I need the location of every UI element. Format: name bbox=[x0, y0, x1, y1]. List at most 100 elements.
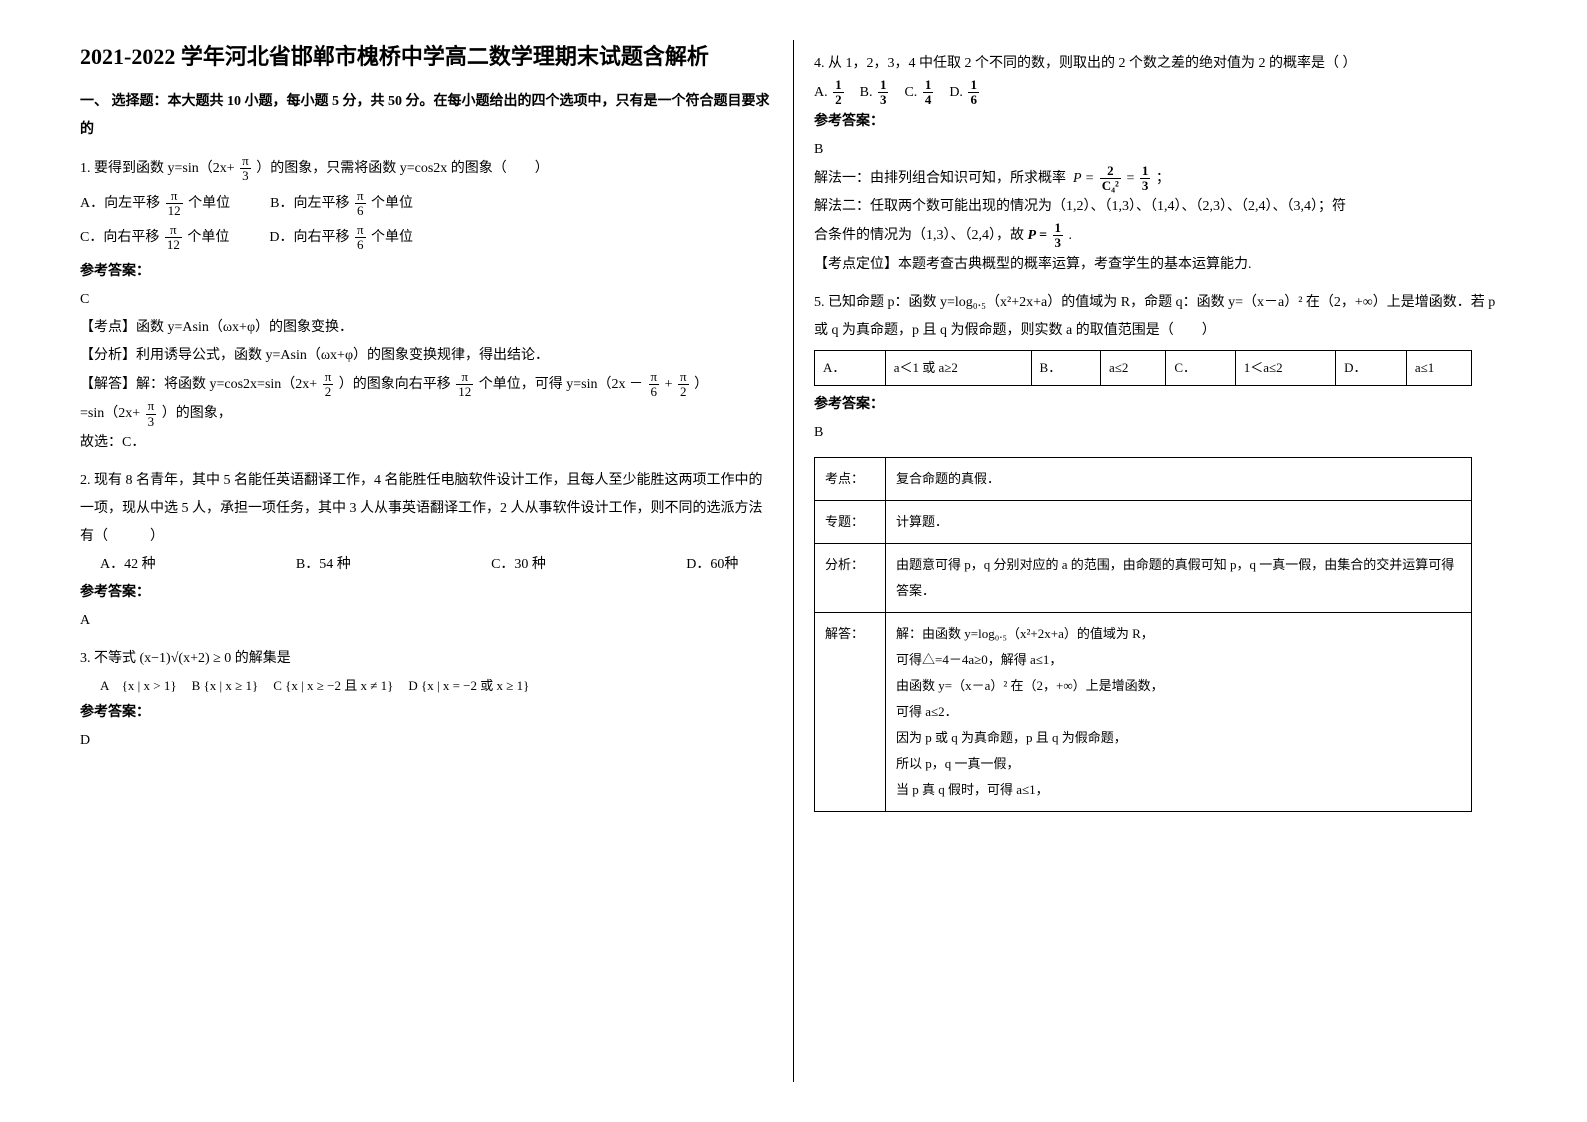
optB-frac: π6 bbox=[355, 189, 366, 219]
t: ）的图象， bbox=[162, 406, 232, 421]
q2-ans: A bbox=[80, 607, 773, 635]
t: ； bbox=[1156, 171, 1170, 186]
table-row: A． a＜1 或 a≥2 B． a≤2 C． 1＜a≤2 D． a≤1 bbox=[815, 350, 1472, 385]
q4-sol2a: 解法二：任取两个数可能出现的情况为（1,2）、（1,3）、（1,4）、（2,3）… bbox=[814, 193, 1507, 221]
line: 解：由函数 y=log₀.₅（x²+2x+a）的值域为 R， bbox=[896, 621, 1461, 647]
d: 2 bbox=[833, 93, 844, 107]
section1-head: 一、 选择题：本大题共 10 小题，每小题 5 分，共 50 分。在每小题给出的… bbox=[80, 88, 773, 144]
d: 2 bbox=[323, 385, 334, 399]
d: 6 bbox=[355, 238, 366, 252]
q3-stem: 3. 不等式 (x−1)√(x+2) ≥ 0 的解集是 bbox=[80, 645, 773, 673]
q3-ans-label: 参考答案： bbox=[80, 699, 773, 727]
d: 12 bbox=[456, 385, 473, 399]
optA-text: A．向左平移 bbox=[80, 196, 160, 211]
f: 13 bbox=[1140, 164, 1151, 194]
cell: a≤2 bbox=[1100, 350, 1165, 385]
n: π bbox=[355, 223, 366, 238]
cell: A． bbox=[815, 350, 886, 385]
cell: C． bbox=[1166, 350, 1235, 385]
f: π2 bbox=[323, 370, 334, 400]
doc-title: 2021-2022 学年河北省邯郸市槐桥中学高二数学理期末试题含解析 bbox=[80, 40, 773, 73]
l: C. bbox=[904, 85, 917, 100]
n: π bbox=[649, 370, 660, 385]
q1-stem-b: ）的图象，只需将函数 y=cos2x 的图象（ ） bbox=[256, 161, 549, 176]
n: π bbox=[146, 399, 157, 414]
q1-optD: D．向右平移 π6 个单位 bbox=[269, 223, 413, 253]
f: π2 bbox=[678, 370, 689, 400]
q5-analysis-table: 考点： 复合命题的真假． 专题： 计算题． 分析： 由题意可得 p，q 分别对应… bbox=[814, 457, 1472, 812]
q4-ans: B bbox=[814, 136, 1507, 164]
n: 1 bbox=[923, 78, 934, 93]
t: ） bbox=[694, 377, 708, 392]
question-2: 2. 现有 8 名青年，其中 5 名能任英语翻译工作，4 名能胜任电脑软件设计工… bbox=[80, 467, 773, 635]
line: 由函数 y=（x－a）² 在（2，+∞）上是增函数， bbox=[896, 673, 1461, 699]
q3-optB: B {x | x ≥ 1} bbox=[192, 673, 259, 699]
q1-pick: 故选：C． bbox=[80, 429, 773, 457]
q5-stem: 5. 已知命题 p：函数 y=log₀.₅（x²+2x+a）的值域为 R，命题 … bbox=[814, 289, 1507, 345]
n: π bbox=[456, 370, 473, 385]
question-3: 3. 不等式 (x−1)√(x+2) ≥ 0 的解集是 A {x | x > 1… bbox=[80, 645, 773, 755]
d: 3 bbox=[878, 93, 889, 107]
optD-frac: π6 bbox=[355, 223, 366, 253]
d: 2 bbox=[678, 385, 689, 399]
q2-optC: C．30 种 bbox=[491, 551, 546, 579]
q3-optC: C {x | x ≥ −2 且 x ≠ 1} bbox=[273, 673, 393, 699]
optC-frac: π12 bbox=[165, 223, 182, 253]
cell: 1＜a≤2 bbox=[1235, 350, 1335, 385]
q3-optA: A {x | x > 1} bbox=[100, 673, 177, 699]
q1-jd-line1: 【解答】解：将函数 y=cos2x=sin（2x+ π2 ）的图象向右平移 π1… bbox=[80, 370, 773, 400]
q3-ans: D bbox=[80, 727, 773, 755]
n: π bbox=[165, 223, 182, 238]
n: 1 bbox=[833, 78, 844, 93]
l: D. bbox=[949, 85, 963, 100]
optC-text: C．向右平移 bbox=[80, 230, 159, 245]
q4C-frac: 14 bbox=[923, 78, 934, 108]
cell: 计算题． bbox=[886, 500, 1472, 543]
t: . bbox=[1069, 228, 1073, 243]
question-1: 1. 要得到函数 y=sin（2x+ π 3 ）的图象，只需将函数 y=cos2… bbox=[80, 154, 773, 457]
q4B-frac: 13 bbox=[878, 78, 889, 108]
d: 6 bbox=[355, 204, 366, 218]
right-column: 4. 从 1，2，3，4 中任取 2 个不同的数，则取出的 2 个数之差的绝对值… bbox=[794, 40, 1527, 1082]
l: B. bbox=[860, 85, 873, 100]
q4A-frac: 12 bbox=[833, 78, 844, 108]
d: 12 bbox=[166, 204, 183, 218]
n: π bbox=[678, 370, 689, 385]
t: 合条件的情况为（1,3）、（2,4），故 bbox=[814, 228, 1024, 243]
q1-options-row1: A．向左平移 π12 个单位 B．向左平移 π6 个单位 bbox=[80, 189, 773, 219]
q1-optA: A．向左平移 π12 个单位 bbox=[80, 189, 230, 219]
left-column: 2021-2022 学年河北省邯郸市槐桥中学高二数学理期末试题含解析 一、 选择… bbox=[60, 40, 793, 1082]
l: A. bbox=[814, 85, 828, 100]
question-4: 4. 从 1，2，3，4 中任取 2 个不同的数，则取出的 2 个数之差的绝对值… bbox=[814, 50, 1507, 279]
optB-unit: 个单位 bbox=[371, 196, 413, 211]
t: 个单位，可得 y=sin（2x － bbox=[479, 377, 643, 392]
q2-optB: B．54 种 bbox=[296, 551, 351, 579]
cell: 复合命题的真假． bbox=[886, 457, 1472, 500]
page: 2021-2022 学年河北省邯郸市槐桥中学高二数学理期末试题含解析 一、 选择… bbox=[0, 0, 1587, 1122]
eq: = bbox=[1126, 171, 1134, 186]
table-row: 解答： 解：由函数 y=log₀.₅（x²+2x+a）的值域为 R， 可得△=4… bbox=[815, 612, 1472, 811]
cell: 解答： bbox=[815, 612, 886, 811]
optA-frac: π12 bbox=[166, 189, 183, 219]
d: C₄² bbox=[1100, 179, 1121, 193]
t: 【解答】解：将函数 y=cos2x=sin（2x+ bbox=[80, 377, 317, 392]
n: 1 bbox=[878, 78, 889, 93]
cell: 解：由函数 y=log₀.₅（x²+2x+a）的值域为 R， 可得△=4－4a≥… bbox=[886, 612, 1472, 811]
q1-stem-a: 1. 要得到函数 y=sin（2x+ bbox=[80, 161, 235, 176]
t: 解法一：由排列组合知识可知，所求概率 bbox=[814, 171, 1066, 186]
d: 6 bbox=[968, 93, 979, 107]
q4D-frac: 16 bbox=[968, 78, 979, 108]
q4-kd: 【考点定位】本题考查古典概型的概率运算，考查学生的基本运算能力. bbox=[814, 251, 1507, 279]
d: 3 bbox=[146, 415, 157, 429]
table-row: 考点： 复合命题的真假． bbox=[815, 457, 1472, 500]
q4-sol1: 解法一：由排列组合知识可知，所求概率 P = 2C₄² = 13 ； bbox=[814, 164, 1507, 194]
f: 2C₄² bbox=[1100, 164, 1121, 194]
t: ）的图象向右平移 bbox=[339, 377, 451, 392]
cell: a＜1 或 a≥2 bbox=[885, 350, 1031, 385]
q4-ans-label: 参考答案： bbox=[814, 108, 1507, 136]
optB-text: B．向左平移 bbox=[270, 196, 349, 211]
q2-options: A．42 种 B．54 种 C．30 种 D．60种 bbox=[80, 551, 738, 579]
d: 4 bbox=[923, 93, 934, 107]
cell: 分析： bbox=[815, 543, 886, 612]
q1-jd-line2: =sin（2x+ π3 ）的图象， bbox=[80, 399, 773, 429]
